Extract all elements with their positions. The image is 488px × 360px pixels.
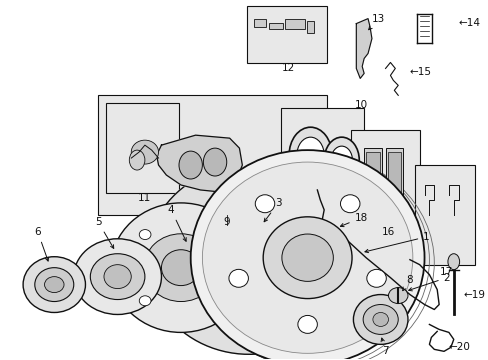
- Bar: [351, 130, 419, 225]
- Text: 10: 10: [354, 100, 367, 110]
- Ellipse shape: [324, 137, 359, 183]
- Ellipse shape: [447, 254, 459, 270]
- Ellipse shape: [366, 269, 386, 287]
- Ellipse shape: [35, 268, 74, 302]
- Text: 17: 17: [438, 267, 452, 276]
- Bar: [385, 148, 402, 208]
- Ellipse shape: [363, 305, 397, 334]
- Bar: [306, 21, 314, 32]
- Ellipse shape: [263, 217, 351, 298]
- Polygon shape: [156, 135, 242, 192]
- Text: 9: 9: [223, 217, 229, 227]
- Ellipse shape: [340, 195, 359, 213]
- Ellipse shape: [288, 127, 331, 183]
- Bar: [364, 148, 381, 208]
- Text: ←14: ←14: [458, 18, 480, 28]
- Ellipse shape: [210, 230, 222, 239]
- Ellipse shape: [387, 288, 407, 303]
- Bar: [242, 218, 259, 243]
- Ellipse shape: [297, 315, 317, 333]
- Ellipse shape: [353, 294, 407, 345]
- Ellipse shape: [90, 254, 144, 300]
- Bar: [386, 152, 400, 204]
- Text: ←20: ←20: [448, 342, 470, 352]
- Text: 3: 3: [264, 198, 281, 222]
- Text: 4: 4: [167, 205, 186, 241]
- Bar: [268, 23, 283, 28]
- Ellipse shape: [74, 239, 161, 315]
- Text: 1: 1: [364, 232, 429, 253]
- Ellipse shape: [228, 269, 248, 287]
- Text: ←19: ←19: [463, 289, 485, 300]
- Ellipse shape: [139, 296, 151, 306]
- Ellipse shape: [372, 312, 387, 327]
- Ellipse shape: [111, 203, 251, 332]
- Text: 2: 2: [408, 273, 449, 291]
- Bar: [253, 19, 265, 27]
- Text: 13: 13: [368, 14, 385, 30]
- Polygon shape: [356, 19, 371, 78]
- Bar: [414, 165, 474, 265]
- Bar: [247, 6, 326, 63]
- Text: 11: 11: [138, 193, 151, 203]
- Ellipse shape: [296, 137, 324, 173]
- Text: 8: 8: [402, 275, 412, 291]
- Ellipse shape: [129, 150, 144, 170]
- Bar: [281, 108, 364, 188]
- Ellipse shape: [143, 234, 218, 302]
- Text: 12: 12: [281, 63, 294, 73]
- Ellipse shape: [23, 257, 85, 312]
- Ellipse shape: [281, 234, 333, 282]
- Bar: [285, 19, 304, 28]
- Bar: [366, 152, 379, 204]
- Ellipse shape: [44, 276, 64, 293]
- Ellipse shape: [179, 151, 202, 179]
- Bar: [106, 103, 179, 193]
- Ellipse shape: [255, 195, 274, 213]
- Text: 16: 16: [381, 227, 394, 237]
- Text: 18: 18: [340, 213, 367, 227]
- Polygon shape: [146, 170, 351, 354]
- Bar: [98, 95, 326, 215]
- Ellipse shape: [203, 148, 226, 176]
- Ellipse shape: [210, 296, 222, 306]
- Text: 7: 7: [380, 338, 388, 356]
- Text: 6: 6: [34, 227, 48, 261]
- Ellipse shape: [190, 150, 424, 360]
- Ellipse shape: [206, 220, 291, 300]
- Ellipse shape: [202, 162, 412, 353]
- Ellipse shape: [139, 230, 151, 239]
- Ellipse shape: [330, 146, 352, 174]
- Text: ←15: ←15: [409, 67, 431, 77]
- Ellipse shape: [104, 265, 131, 289]
- Text: 5: 5: [95, 217, 114, 248]
- Ellipse shape: [131, 140, 158, 164]
- Ellipse shape: [161, 250, 200, 285]
